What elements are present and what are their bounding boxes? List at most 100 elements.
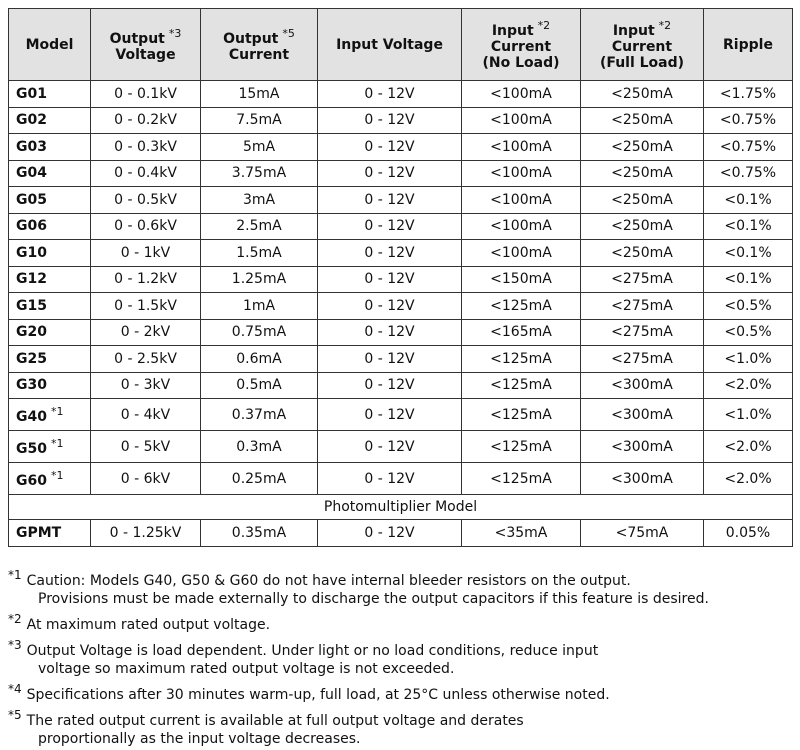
table-cell: 5mA (200, 133, 318, 161)
table-cell: <1.0% (703, 398, 793, 431)
table-body: G01 0 - 0.1kV 15mA 0 - 12V <100mA <250mA <1.75… (8, 80, 793, 547)
table-cell: <275mA (580, 318, 704, 346)
table-row: GPMT 0 - 1.25kV 0.35mA 0 - 12V <35mA <75mA 0.0… (8, 519, 793, 547)
table-cell: <250mA (580, 186, 704, 214)
table-cell: <0.75% (703, 159, 793, 187)
footnote-line: *4 Specifications after 30 minutes warm-u… (8, 680, 709, 704)
footnote-text: Output Voltage is load dependent. Under … (26, 643, 599, 659)
note-mark: *1 (50, 436, 64, 450)
model-text: G25 (16, 350, 47, 367)
model-text: G02 (16, 112, 47, 129)
table-cell: 0 - 2.5kV (90, 345, 201, 373)
header-row: Model Output *3 Voltage Output *5 Current Input… (8, 8, 793, 81)
table-cell: 0 - 4kV (90, 398, 201, 431)
model-text: G60 (16, 472, 47, 489)
table-cell: 0 - 12V (317, 398, 462, 431)
table-cell: <100mA (461, 80, 581, 108)
table-cell: <300mA (580, 398, 704, 431)
table-row: G40 *1 0 - 4kV 0.37mA 0 - 12V <125mA <300mA <1.… (8, 398, 793, 431)
table-cell: 0 - 12V (317, 371, 462, 399)
table-cell: 0 - 12V (317, 80, 462, 108)
model-text: GPMT (16, 524, 62, 541)
table-row: G50 *1 0 - 5kV 0.3mA 0 - 12V <125mA <300mA <2.0… (8, 430, 793, 463)
table-cell: 0 - 0.4kV (90, 159, 201, 187)
table-cell: <0.5% (703, 318, 793, 346)
table-cell: <165mA (461, 318, 581, 346)
header-cell: Ripple (703, 8, 793, 81)
header-cell: Input *2 Current (No Load) (461, 8, 581, 81)
table-cell: 0 - 0.2kV (90, 106, 201, 134)
header-text: Input (612, 23, 655, 39)
table-cell: <125mA (461, 462, 581, 495)
model-cell: GPMT (8, 519, 91, 547)
table-row: G10 0 - 1kV 1.5mA 0 - 12V <100mA <250mA <0.1% (8, 239, 793, 267)
model-text: G12 (16, 271, 47, 288)
model-text: G40 (16, 408, 47, 425)
table-cell: <0.1% (703, 212, 793, 240)
table-cell: <300mA (580, 430, 704, 463)
model-text: G20 (16, 324, 47, 341)
table-row: G02 0 - 0.2kV 7.5mA 0 - 12V <100mA <250mA <0.7… (8, 106, 793, 134)
model-cell: G01 (8, 80, 91, 108)
model-cell: G12 (8, 265, 91, 293)
footnote-text: Specifications after 30 minutes warm-up,… (26, 687, 610, 703)
model-cell: G03 (8, 133, 91, 161)
table-cell: 7.5mA (200, 106, 318, 134)
table-cell: 0 - 0.5kV (90, 186, 201, 214)
footnote-text: Caution: Models G40, G50 & G60 do not ha… (26, 573, 631, 589)
table-cell: <300mA (580, 462, 704, 495)
table-cell: 0 - 1.5kV (90, 292, 201, 320)
table-cell: <75mA (580, 519, 704, 547)
table-cell: 0 - 12V (317, 212, 462, 240)
footnote: *1 Caution: Models G40, G50 & G60 do not … (8, 566, 709, 608)
table-cell: 0 - 1.2kV (90, 265, 201, 293)
note-mark: *3 (8, 638, 22, 652)
table-cell: 0.6mA (200, 345, 318, 373)
table-cell: <150mA (461, 265, 581, 293)
table-cell: <2.0% (703, 371, 793, 399)
table-cell: 0 - 1kV (90, 239, 201, 267)
table-row: G12 0 - 1.2kV 1.25mA 0 - 12V <150mA <275mA <0.… (8, 265, 793, 293)
spec-table: Model Output *3 Voltage Output *5 Current Input… (8, 8, 793, 547)
model-cell: G04 (8, 159, 91, 187)
table-cell: 0 - 6kV (90, 462, 201, 495)
note-mark: *2 (658, 19, 672, 32)
table-cell: <275mA (580, 345, 704, 373)
footnote-text: voltage so maximum rated output voltage … (38, 661, 455, 677)
table-row: G30 0 - 3kV 0.5mA 0 - 12V <125mA <300mA <2.0% (8, 371, 793, 399)
model-text: G50 (16, 440, 47, 457)
header-text: Ripple (723, 36, 773, 53)
table-cell: 1mA (200, 292, 318, 320)
header-cell: Input *2 Current (Full Load) (580, 8, 704, 81)
table-cell: <2.0% (703, 430, 793, 463)
table-cell: 0 - 12V (317, 265, 462, 293)
model-text: G30 (16, 377, 47, 394)
header-text: Current (611, 39, 673, 55)
table-cell: <0.1% (703, 239, 793, 267)
model-cell: G15 (8, 292, 91, 320)
table-cell: <2.0% (703, 462, 793, 495)
table-cell: 15mA (200, 80, 318, 108)
table-row: G05 0 - 0.5kV 3mA 0 - 12V <100mA <250mA <0.1% (8, 186, 793, 214)
table-cell: <0.5% (703, 292, 793, 320)
model-text: G04 (16, 165, 47, 182)
footnote-text: At maximum rated output voltage. (26, 617, 271, 633)
table-row: G06 0 - 0.6kV 2.5mA 0 - 12V <100mA <250mA <0.1… (8, 212, 793, 240)
table-cell: 0 - 0.1kV (90, 80, 201, 108)
table-cell: <125mA (461, 292, 581, 320)
table-cell: <35mA (461, 519, 581, 547)
footnotes: *1 Caution: Models G40, G50 & G60 do not … (8, 566, 709, 750)
model-text: G01 (16, 85, 47, 102)
table-cell: <125mA (461, 398, 581, 431)
table-cell: <250mA (580, 133, 704, 161)
table-row: G03 0 - 0.3kV 5mA 0 - 12V <100mA <250mA <0.75% (8, 133, 793, 161)
table-cell: 0 - 12V (317, 345, 462, 373)
table-cell: <250mA (580, 212, 704, 240)
table-cell: 0 - 5kV (90, 430, 201, 463)
table-cell: 0 - 0.3kV (90, 133, 201, 161)
table-cell: <125mA (461, 430, 581, 463)
header-text: Input Voltage (336, 36, 443, 53)
table-cell: <125mA (461, 345, 581, 373)
table-row: G60 *1 0 - 6kV 0.25mA 0 - 12V <125mA <300mA <2.… (8, 462, 793, 495)
table-cell: <0.1% (703, 186, 793, 214)
